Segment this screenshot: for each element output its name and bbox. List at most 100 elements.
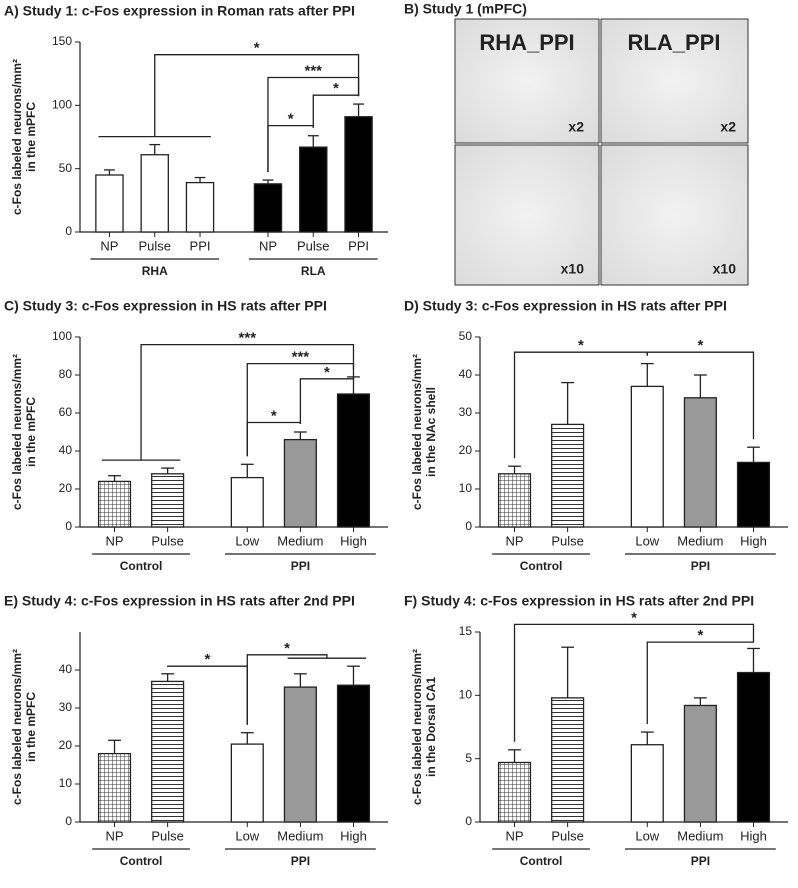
bracket	[646, 351, 755, 440]
x-tick-label: Low	[635, 533, 659, 548]
y-tick-label: 0	[465, 519, 472, 533]
x-tick-label: High	[740, 533, 767, 548]
y-tick-label: 10	[459, 481, 473, 495]
significance: ***	[239, 330, 257, 347]
y-axis-label: in the mPFC	[24, 397, 38, 467]
bar	[185, 181, 215, 233]
bar	[551, 697, 585, 823]
x-tick-label: Medium	[277, 828, 323, 843]
significance: *	[697, 337, 703, 354]
significance: *	[631, 609, 637, 626]
x-tick-label: PPI	[348, 238, 369, 253]
y-tick-label: 50	[59, 161, 73, 175]
bar	[230, 743, 264, 823]
x-tick-label: Medium	[677, 533, 723, 548]
x-tick-label: Pulse	[551, 533, 584, 548]
y-tick-label: 0	[65, 814, 72, 828]
bar	[230, 476, 264, 528]
chart-panel: D) Study 3: c-Fos expression in HS rats …	[404, 298, 788, 573]
y-tick-label: 10	[59, 776, 73, 790]
chart-panel: C) Study 3: c-Fos expression in HS rats …	[4, 298, 388, 573]
y-tick-label: 100	[52, 98, 72, 112]
bar	[683, 397, 717, 528]
significance: *	[254, 40, 260, 57]
y-tick-label: 5	[465, 751, 472, 765]
magnification: x10	[713, 261, 737, 277]
y-tick-label: 60	[59, 405, 73, 419]
group-label: Control	[520, 559, 563, 573]
panel-title: E) Study 4: c-Fos expression in HS rats …	[4, 593, 355, 609]
y-tick-label: 20	[59, 738, 73, 752]
micrograph-tile	[454, 18, 600, 144]
group-label: PPI	[691, 559, 710, 573]
y-axis-label: in the mPFC	[24, 692, 38, 762]
y-tick-label: 80	[59, 367, 73, 381]
group-label: Control	[120, 559, 163, 573]
significance: *	[578, 337, 584, 354]
panel-title: F) Study 4: c-Fos expression in HS rats …	[404, 593, 754, 609]
significance: *	[697, 627, 703, 644]
chart-panel: E) Study 4: c-Fos expression in HS rats …	[4, 593, 388, 868]
y-tick-label: 50	[459, 329, 473, 343]
y-tick-label: 40	[459, 367, 473, 381]
x-tick-label: NP	[105, 828, 123, 843]
y-axis-label: c-Fos labeled neurons/mm²	[10, 59, 24, 215]
group-label: RLA	[301, 264, 326, 278]
magnification: x10	[561, 261, 585, 277]
significance: *	[333, 80, 339, 97]
micrograph-tile	[600, 144, 749, 286]
x-tick-label: Pulse	[138, 238, 171, 253]
x-tick-label: Low	[235, 828, 259, 843]
bar	[140, 154, 169, 233]
group-label: RHA	[142, 264, 168, 278]
y-tick-label: 0	[65, 224, 72, 238]
bracket	[513, 623, 755, 742]
bar	[299, 146, 328, 233]
x-tick-label: NP	[100, 238, 118, 253]
bracket	[246, 421, 302, 457]
y-tick-label: 0	[465, 814, 472, 828]
y-tick-label: 40	[59, 662, 73, 676]
x-tick-label: High	[340, 828, 367, 843]
x-tick-label: Pulse	[151, 828, 184, 843]
bracket	[154, 54, 360, 137]
x-tick-label: High	[340, 533, 367, 548]
bar	[97, 752, 132, 823]
y-tick-label: 150	[52, 34, 72, 48]
bracket	[246, 362, 355, 457]
bar	[344, 116, 373, 233]
tile-label: RLA_PPI	[628, 30, 721, 55]
micrograph-tile	[454, 144, 600, 286]
y-axis-label: c-Fos labeled neurons/mm²	[410, 649, 424, 805]
panel-title: C) Study 3: c-Fos expression in HS rats …	[4, 298, 327, 314]
y-axis-label: c-Fos labeled neurons/mm²	[10, 649, 24, 805]
y-tick-label: 40	[59, 443, 73, 457]
y-axis-label: in the mPFC	[24, 102, 38, 172]
x-tick-label: Pulse	[297, 238, 330, 253]
x-tick-label: NP	[505, 533, 523, 548]
bracket	[267, 124, 314, 173]
significance: *	[271, 407, 277, 424]
y-tick-label: 20	[459, 443, 473, 457]
y-tick-label: 0	[65, 519, 72, 533]
significance: *	[324, 364, 330, 381]
bar	[497, 473, 532, 528]
x-tick-label: NP	[259, 238, 277, 253]
x-tick-label: Low	[635, 828, 659, 843]
bar	[97, 480, 132, 528]
bar	[95, 174, 124, 233]
significance: ***	[292, 349, 310, 366]
bracket	[299, 368, 355, 424]
y-tick-label: 30	[59, 700, 73, 714]
bar	[253, 183, 283, 233]
x-tick-label: PPI	[190, 238, 211, 253]
y-tick-label: 20	[59, 481, 73, 495]
significance: *	[284, 640, 290, 657]
bracket	[140, 343, 355, 461]
y-axis-label: in the NAc shell	[424, 387, 438, 477]
significance: ***	[305, 62, 323, 79]
significance: *	[205, 651, 211, 668]
x-tick-label: Medium	[677, 828, 723, 843]
y-tick-label: 100	[52, 329, 72, 343]
bar	[736, 461, 771, 528]
